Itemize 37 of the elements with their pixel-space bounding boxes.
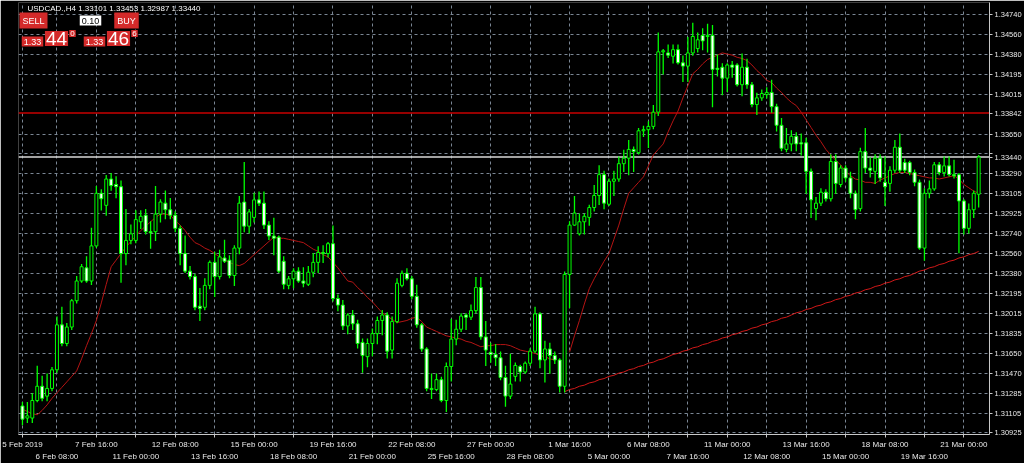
x-tick-label: 19 Mar 16:00	[900, 451, 949, 461]
x-tick-label: 1 Mar 16:00	[548, 439, 592, 449]
x-tick-label: 28 Feb 08:00	[506, 451, 555, 461]
candlestick	[666, 44, 671, 58]
x-tick-label: 5 Feb 2019	[2, 439, 44, 449]
annotation: 1.33	[85, 36, 104, 47]
annotation: 44	[45, 28, 68, 49]
x-tick-label: 6 Mar 08:00	[627, 439, 671, 449]
x-tick-label: 21 Feb 00:00	[348, 451, 397, 461]
x-tick-label: 11 Feb 00:00	[112, 451, 160, 461]
chart-title: USDCAD.,H4 1.33101 1.33453 1.32987 1.33440	[27, 3, 202, 13]
x-tick-label: 18 Mar 08:00	[861, 439, 910, 449]
x-tick-label: 7 Feb 16:00	[75, 439, 119, 449]
line-series	[564, 250, 980, 393]
annotation: SELL	[22, 15, 45, 26]
x-tick-label: 13 Mar 16:00	[782, 439, 831, 449]
x-tick-label: 15 Feb 00:00	[230, 439, 279, 449]
annotation: BUY	[117, 15, 136, 26]
annotation: 6	[132, 29, 138, 38]
x-tick-label: 15 Mar 00:00	[822, 451, 870, 461]
x-tick-label: 6 Feb 08:00	[35, 451, 79, 461]
x-tick-label: 11 Mar 00:00	[704, 439, 752, 449]
annotation: 0	[70, 29, 76, 38]
annotation: 0.10	[81, 15, 100, 26]
x-tick-label: 21 Mar 00:00	[940, 439, 988, 449]
annotation: 1.33	[23, 36, 42, 47]
x-tick-label: 12 Feb 08:00	[151, 439, 200, 449]
x-tick-label: 19 Feb 16:00	[309, 439, 358, 449]
x-tick-label: 7 Mar 16:00	[666, 451, 710, 461]
x-tick-label: 27 Feb 00:00	[467, 439, 515, 449]
x-tick-label: 18 Feb 08:00	[269, 451, 318, 461]
x-tick-label: 12 Mar 08:00	[743, 451, 791, 461]
x-tick-label: 13 Feb 16:00	[191, 451, 239, 461]
annotation: 46	[107, 28, 130, 49]
x-tick-label: 22 Feb 08:00	[388, 439, 436, 449]
x-tick-label: 25 Feb 16:00	[427, 451, 476, 461]
x-tick-label: 5 Mar 00:00	[587, 451, 631, 461]
